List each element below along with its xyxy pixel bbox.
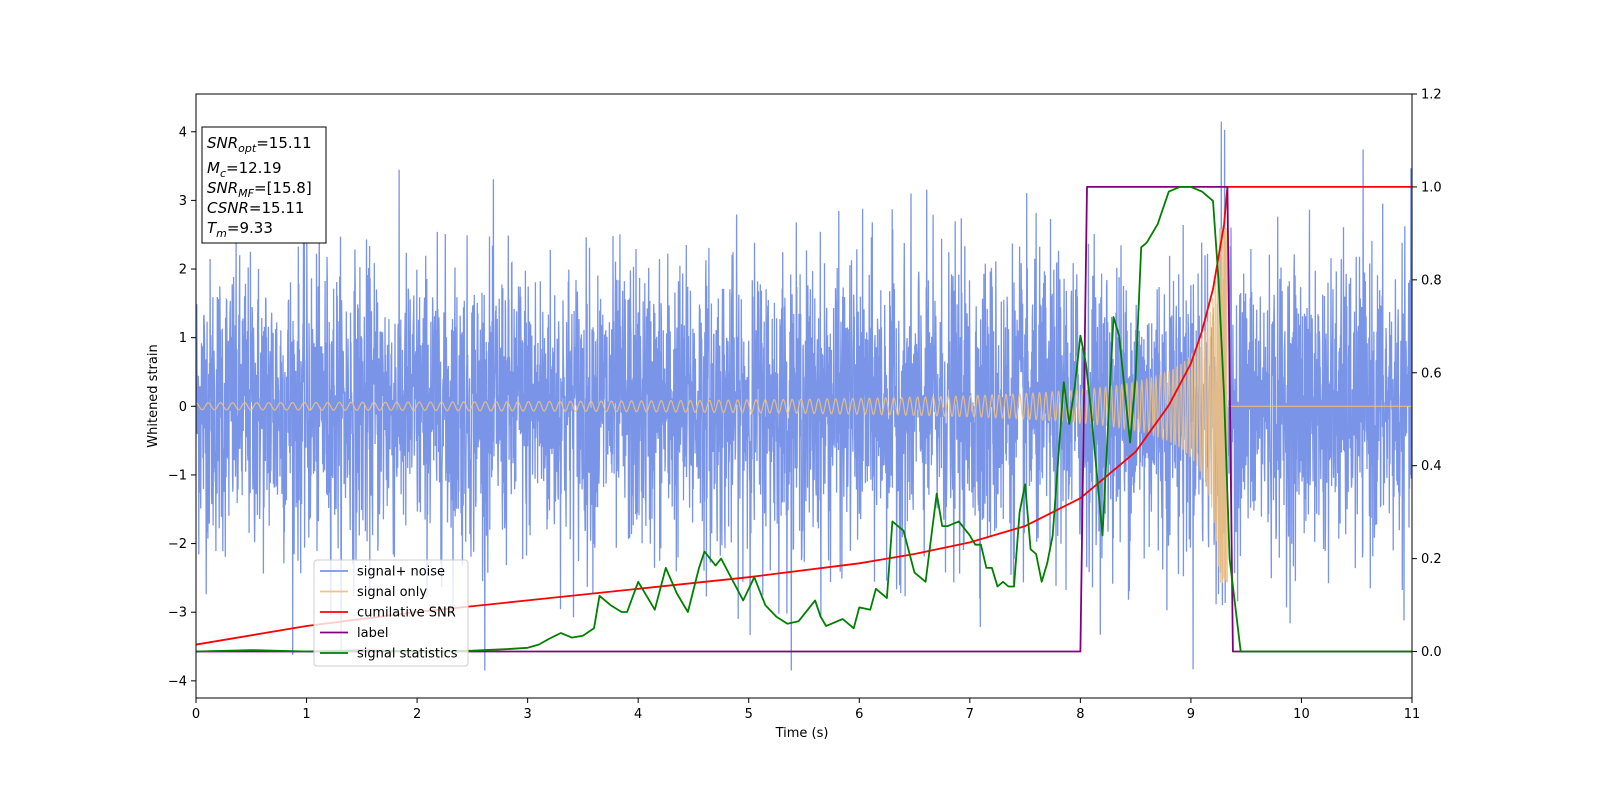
y-tick-label: 0 — [179, 400, 187, 415]
x-tick-label: 4 — [634, 707, 642, 722]
series-layer — [196, 121, 1412, 671]
annotation-value: =15.11 — [249, 199, 305, 217]
y-tick-label: −4 — [168, 674, 187, 689]
annotation-subscript: c — [220, 167, 226, 180]
y2-tick-label: 0.6 — [1421, 366, 1442, 381]
x-tick-label: 3 — [523, 707, 531, 722]
x-tick-label: 10 — [1293, 707, 1310, 722]
x-tick-label: 11 — [1404, 707, 1421, 722]
y-axis-left: −4 −3 −2 −1 0 1 2 3 4 — [168, 125, 196, 689]
annotation-line: Mc=12.19 — [207, 159, 282, 180]
y-tick-label: −1 — [168, 468, 187, 483]
annotation-symbol: CSNR — [207, 199, 249, 217]
x-tick-label: 9 — [1187, 707, 1195, 722]
series-signal-statistics — [196, 186, 1412, 653]
legend-label: signal statistics — [357, 647, 458, 662]
x-tick-label: 1 — [302, 707, 310, 722]
series-signal-only — [196, 227, 1412, 584]
y-tick-label: 2 — [179, 263, 187, 278]
y-tick-label: 1 — [179, 331, 187, 346]
annotation-value: =12.19 — [226, 159, 282, 177]
x-tick-label: 0 — [192, 707, 200, 722]
legend-label: cumilative SNR — [357, 606, 456, 621]
legend-label: label — [357, 626, 388, 641]
y2-tick-label: 0.8 — [1421, 273, 1442, 288]
annotation-value: =[15.8] — [254, 179, 312, 197]
legend-label: signal only — [357, 585, 427, 600]
x-tick-label: 6 — [855, 707, 863, 722]
x-tick-label: 8 — [1076, 707, 1084, 722]
series-cumilative-snr — [196, 186, 1412, 646]
annotation-line: SNRMF=[15.8] — [207, 179, 312, 200]
y2-tick-label: 1.0 — [1421, 180, 1442, 195]
y-tick-label: 4 — [179, 125, 187, 140]
annotation-value: =9.33 — [227, 219, 273, 237]
x-tick-label: 2 — [413, 707, 421, 722]
y2-tick-label: 0.2 — [1421, 552, 1442, 567]
x-tick-label: 7 — [966, 707, 974, 722]
annotation-subscript: opt — [238, 142, 257, 155]
snr-annotation-box: SNRopt=15.11Mc=12.19SNRMF=[15.8]CSNR=15.… — [201, 126, 327, 244]
y-tick-label: 3 — [179, 194, 187, 209]
y-tick-label: −3 — [168, 606, 187, 621]
annotation-line: CSNR=15.11 — [207, 199, 304, 217]
y-tick-label: −2 — [168, 537, 187, 552]
plot-frame — [195, 93, 1413, 699]
legend-label: signal+ noise — [357, 565, 445, 580]
annotation-symbol: M — [207, 159, 220, 177]
y2-tick-label: 1.2 — [1421, 88, 1442, 103]
annotation-value: =15.11 — [256, 134, 312, 152]
annotation-symbol: SNR — [207, 179, 238, 197]
annotation-subscript: m — [216, 227, 227, 240]
x-axis: 0 1 2 3 4 5 6 7 8 9 10 11 — [192, 698, 1420, 722]
annotation-line: Tm=9.33 — [207, 219, 273, 240]
x-tick-label: 5 — [745, 707, 753, 722]
annotation-symbol: T — [207, 219, 218, 237]
annotation-symbol: SNR — [207, 134, 238, 152]
x-axis-title: Time (s) — [775, 726, 829, 741]
y-axis-title: Whitened strain — [146, 344, 161, 447]
annotation-subscript: MF — [238, 187, 254, 200]
y2-tick-label: 0.4 — [1421, 459, 1442, 474]
annotation-frame — [201, 126, 327, 244]
annotation-line: SNRopt=15.11 — [207, 134, 312, 155]
y2-tick-label: 0.0 — [1421, 645, 1442, 660]
legend: signal+ noise signal only cumilative SNR la… — [313, 559, 469, 667]
legend-frame — [313, 559, 469, 667]
y-axis-right: 0.0 0.2 0.4 0.6 0.8 1.0 1.2 — [1412, 88, 1442, 660]
